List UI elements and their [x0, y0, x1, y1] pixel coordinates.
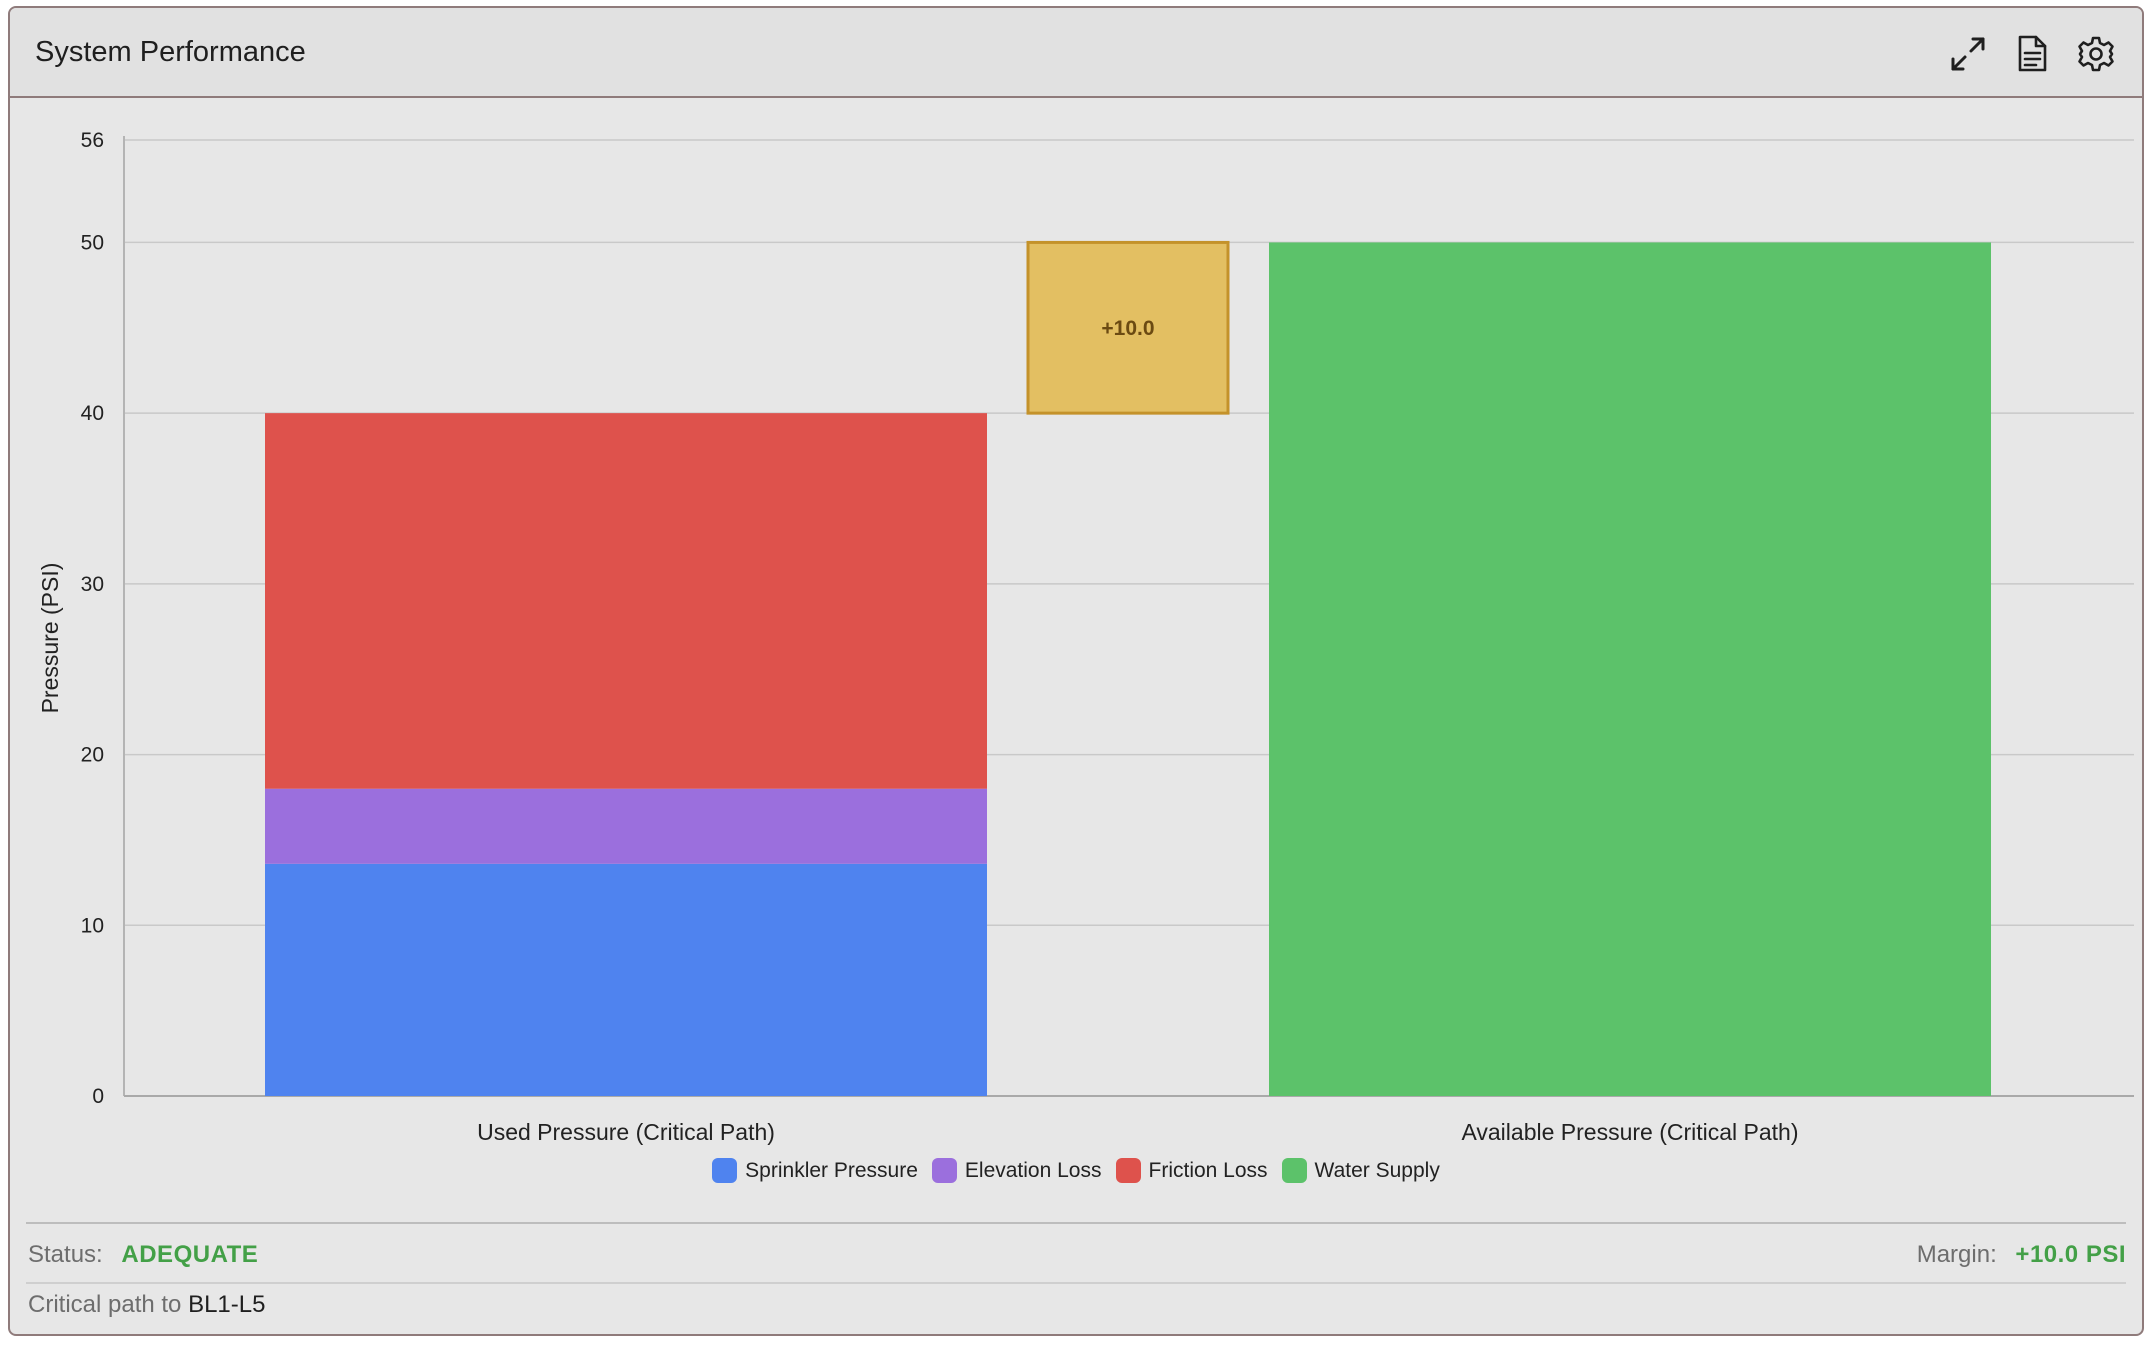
divider: [26, 1282, 2126, 1284]
pressure-chart: 0 10 20 30 40 50 56 Pressure (PSI) Used Pressure…: [10, 98, 2142, 1214]
legend-swatch: [1115, 1158, 1141, 1183]
x-tick-label: Used Pressure (Critical Path): [477, 1119, 775, 1145]
status-row: Status: ADEQUATE Margin: +10.0 PSI: [28, 1241, 2126, 1275]
y-tick-label: 30: [81, 573, 104, 596]
settings-icon[interactable]: [2074, 32, 2118, 76]
legend-item[interactable]: Water Supply: [1281, 1158, 1440, 1183]
status-field: Status: ADEQUATE: [28, 1241, 258, 1269]
report-icon[interactable]: [2010, 32, 2054, 76]
system-performance-panel: System Performance: [8, 6, 2144, 1336]
legend-label: Sprinkler Pressure: [745, 1158, 918, 1182]
status-value: ADEQUATE: [121, 1241, 259, 1268]
chart-canvas: 0 10 20 30 40 50 56 Pressure (PSI) Used Pressure…: [37, 129, 2134, 1145]
panel-header: System Performance: [10, 8, 2142, 98]
bar-water-supply: [1269, 242, 1991, 1096]
panel-title: System Performance: [35, 36, 306, 68]
critical-path-target: BL1-L5: [188, 1291, 266, 1318]
divider: [26, 1222, 2126, 1224]
x-tick-label: Available Pressure (Critical Path): [1461, 1119, 1798, 1145]
legend-label: Elevation Loss: [964, 1158, 1102, 1182]
bar-elevation-loss: [265, 788, 987, 864]
expand-icon[interactable]: [1946, 32, 1990, 76]
bar-sprinkler-pressure: [265, 863, 987, 1096]
y-tick-label: 0: [92, 1085, 104, 1108]
margin-field: Margin: +10.0 PSI: [1917, 1241, 2126, 1269]
legend-item[interactable]: Sprinkler Pressure: [712, 1158, 918, 1183]
margin-box-label: +10.0: [1101, 317, 1154, 340]
y-axis-title: Pressure (PSI): [37, 563, 63, 714]
legend-item[interactable]: Elevation Loss: [931, 1158, 1102, 1183]
legend-item[interactable]: Friction Loss: [1115, 1158, 1268, 1183]
margin-value: +10.0 PSI: [2015, 1241, 2126, 1268]
legend-swatch: [1281, 1158, 1307, 1183]
legend-swatch: [931, 1158, 957, 1183]
legend-label: Friction Loss: [1148, 1158, 1268, 1182]
y-tick-label: 56: [81, 129, 104, 152]
bar-friction-loss: [265, 413, 987, 789]
critical-path-note: Critical path to BL1-L5: [28, 1291, 265, 1319]
margin-label: Margin:: [1916, 1241, 1997, 1268]
status-label: Status:: [28, 1241, 103, 1268]
critical-path-prefix: Critical path to: [28, 1291, 182, 1318]
y-tick-label: 40: [81, 402, 104, 425]
legend-label: Water Supply: [1314, 1158, 1440, 1182]
y-tick-label: 50: [81, 231, 104, 254]
legend-swatch: [712, 1158, 738, 1183]
y-tick-label: 20: [81, 744, 104, 767]
margin-box: [1026, 240, 1230, 415]
y-tick-label: 10: [81, 914, 104, 937]
chart-legend: Sprinkler Pressure Elevation Loss Friction…: [10, 1158, 2142, 1183]
